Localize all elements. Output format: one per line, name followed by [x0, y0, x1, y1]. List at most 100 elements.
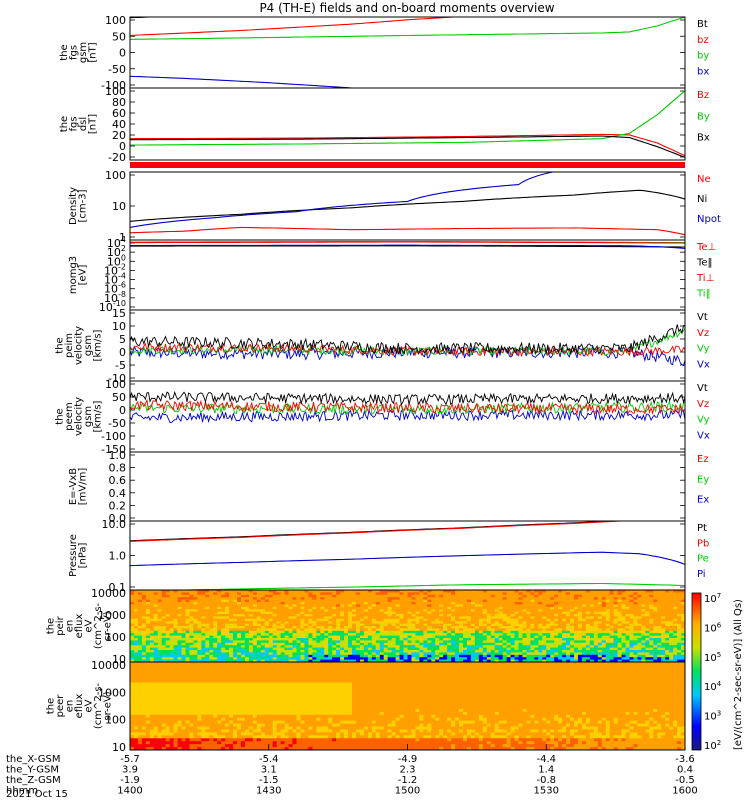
- heatmap-cell: [423, 652, 428, 656]
- heatmap-cell: [411, 623, 416, 627]
- heatmap-cell: [506, 650, 511, 653]
- heatmap-cell: [304, 630, 309, 634]
- heatmap-cell: [352, 642, 357, 646]
- heatmap-cell: [157, 647, 163, 651]
- heatmap-cell: [181, 657, 186, 660]
- heatmap-cell: [451, 652, 456, 656]
- heatmap-cell: [169, 741, 174, 745]
- heatmap-cell: [177, 659, 182, 663]
- heatmap-cell: [514, 647, 519, 651]
- heatmap-cell: [474, 609, 480, 612]
- heatmap-cell: [661, 597, 666, 600]
- heatmap-cell: [189, 590, 194, 593]
- heatmap-cell: [268, 599, 274, 603]
- heatmap-cell: [490, 650, 496, 653]
- heatmap-cell: [633, 592, 638, 596]
- heatmap-cell: [173, 604, 178, 608]
- heatmap-cell: [252, 614, 258, 617]
- heatmap-cell: [574, 654, 579, 658]
- heatmap-cell: [371, 647, 377, 651]
- heatmap-cell: [328, 628, 333, 632]
- heatmap-cell: [149, 599, 155, 603]
- heatmap-cell: [518, 609, 523, 612]
- heatmap-cell: [589, 642, 595, 646]
- heatmap-cell: [268, 657, 274, 660]
- heatmap-cell: [157, 735, 163, 739]
- heatmap-cell: [316, 597, 321, 600]
- heatmap-cell: [470, 594, 476, 598]
- heatmap-cell: [657, 630, 662, 634]
- heatmap-cell: [625, 623, 630, 627]
- heatmap-cell: [312, 652, 317, 656]
- heatmap-cell: [145, 697, 151, 701]
- heatmap-cell: [157, 628, 163, 632]
- heatmap-cell: [244, 621, 250, 624]
- heatmap-cell: [379, 652, 385, 656]
- heatmap-cell: [637, 597, 642, 600]
- heatmap-cell: [340, 628, 345, 632]
- heatmap-cell: [316, 647, 321, 651]
- heatmap-cell: [367, 659, 373, 663]
- heatmap-cell: [177, 616, 182, 620]
- heatmap-cell: [403, 642, 408, 646]
- heatmap-cell: [296, 628, 301, 632]
- heatmap-cell: [399, 590, 404, 593]
- heatmap-cell: [558, 630, 563, 634]
- heatmap-cell: [157, 685, 163, 689]
- heatmap-cell: [264, 606, 270, 610]
- heatmap-cell: [677, 599, 682, 603]
- heatmap-cell: [597, 652, 603, 656]
- heatmap-cell: [177, 708, 182, 713]
- heatmap-cell: [363, 590, 369, 593]
- heatmap-cell: [153, 667, 159, 672]
- heatmap-cell: [526, 599, 531, 603]
- heatmap-cell: [233, 611, 238, 615]
- heatmap-cell: [197, 602, 202, 605]
- heatmap-cell: [581, 621, 587, 624]
- heatmap-cell: [145, 642, 151, 646]
- heatmap-cell: [264, 626, 270, 629]
- heatmap-cell: [665, 630, 670, 634]
- heatmap-cell: [550, 609, 555, 612]
- heatmap-cell: [629, 626, 634, 629]
- heatmap-cell: [272, 621, 278, 624]
- heatmap-cell: [185, 741, 190, 745]
- heatmap-cell: [237, 611, 242, 615]
- heatmap-cell: [161, 708, 167, 713]
- heatmap-cell: [589, 645, 595, 648]
- heatmap-cell: [324, 604, 329, 608]
- heatmap-cell: [518, 657, 523, 660]
- heatmap-cell: [613, 638, 618, 641]
- heatmap-cell: [133, 691, 139, 695]
- heatmap-cell: [617, 602, 622, 605]
- heatmap-cell: [316, 609, 321, 612]
- heatmap-cell: [328, 602, 333, 605]
- heatmap-cell: [562, 590, 567, 593]
- heatmap-cell: [585, 638, 591, 641]
- heatmap-cell: [546, 618, 551, 622]
- heatmap-cell: [566, 604, 571, 608]
- heatmap-cell: [399, 606, 404, 610]
- heatmap-cell: [403, 650, 408, 653]
- heatmap-cell: [181, 645, 186, 648]
- heatmap-cell: [252, 657, 258, 660]
- heatmap-cell: [550, 626, 555, 629]
- heatmap-cell: [431, 594, 436, 598]
- heatmap-cell: [197, 652, 202, 656]
- heatmap-cell: [233, 642, 238, 646]
- heatmap-cell: [201, 654, 206, 658]
- heatmap-cell: [669, 594, 674, 598]
- heatmap-cell: [486, 609, 492, 612]
- heatmap-cell: [427, 597, 432, 600]
- heatmap-cell: [352, 657, 357, 660]
- heatmap-cell: [383, 638, 389, 641]
- heatmap-cell: [633, 659, 638, 663]
- heatmap-cell: [209, 611, 214, 615]
- heatmap-cell: [209, 626, 214, 629]
- heatmap-cell: [633, 626, 638, 629]
- heatmap-cell: [272, 611, 278, 615]
- heatmap-cell: [328, 592, 333, 596]
- ylabel-line: the: [59, 116, 70, 132]
- heatmap-cell: [141, 691, 147, 695]
- heatmap-cell: [387, 604, 393, 608]
